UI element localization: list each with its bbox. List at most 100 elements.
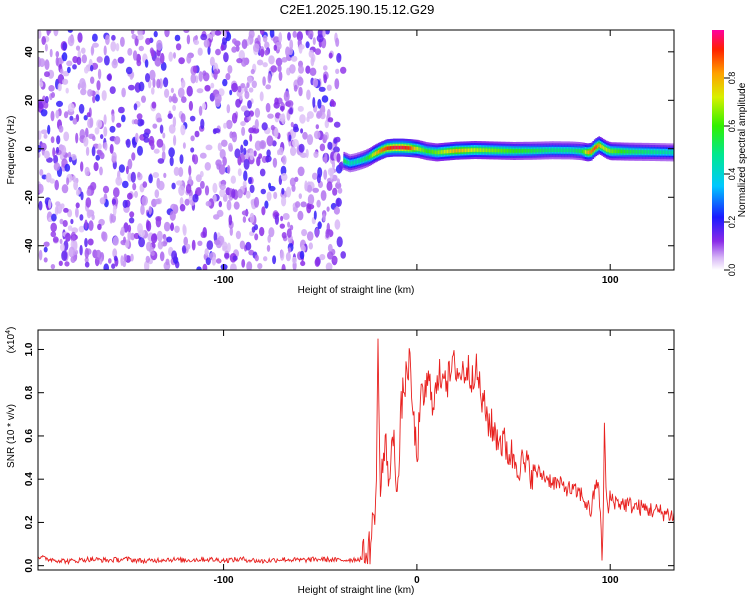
noise-speckle xyxy=(229,89,233,96)
noise-speckle xyxy=(186,54,192,64)
noise-speckle xyxy=(226,119,233,130)
noise-speckle xyxy=(163,221,171,232)
noise-speckle xyxy=(245,241,252,251)
ridge-cell xyxy=(374,151,377,156)
noise-speckle xyxy=(125,165,129,175)
noise-speckle xyxy=(61,184,69,194)
noise-speckle xyxy=(104,55,110,66)
noise-speckle xyxy=(319,254,326,261)
noise-speckle xyxy=(316,199,321,208)
noise-speckle xyxy=(242,180,247,189)
ridge-cell xyxy=(367,155,370,160)
noise-speckle xyxy=(46,30,52,34)
noise-speckle xyxy=(231,82,239,93)
noise-speckle xyxy=(289,64,296,74)
ridge-cell xyxy=(541,148,544,153)
ridge-cell xyxy=(496,148,499,153)
noise-speckle xyxy=(179,154,184,165)
noise-speckle xyxy=(68,246,75,258)
noise-speckle xyxy=(84,261,90,268)
noise-speckle xyxy=(121,114,126,123)
noise-speckle xyxy=(137,30,144,36)
ridge-cell xyxy=(557,148,560,153)
noise-speckle xyxy=(62,220,68,227)
ridge-cell xyxy=(493,148,496,153)
ridge-cell xyxy=(391,146,394,150)
noise-speckle xyxy=(91,214,95,221)
noise-speckle xyxy=(116,122,122,128)
noise-speckle xyxy=(103,45,107,56)
noise-speckle xyxy=(127,158,133,170)
noise-speckle xyxy=(205,33,213,41)
ridge-cell xyxy=(494,148,497,153)
spectrogram-heatmap xyxy=(38,30,674,270)
noise-speckle xyxy=(84,247,90,259)
noise-speckle xyxy=(213,68,218,80)
noise-speckle xyxy=(202,263,208,270)
noise-speckle xyxy=(142,181,148,188)
noise-speckle xyxy=(127,84,135,91)
noise-speckle xyxy=(66,177,70,186)
noise-speckle xyxy=(43,133,48,139)
ridge-cell xyxy=(619,149,622,154)
ridge-cell xyxy=(533,148,536,153)
noise-speckle xyxy=(249,133,253,142)
noise-speckle xyxy=(49,178,55,184)
ridge-cell xyxy=(392,145,395,150)
ridge-cell xyxy=(475,148,478,152)
noise-speckle xyxy=(259,91,264,102)
ridge-cell xyxy=(490,148,493,153)
noise-speckle xyxy=(145,37,151,45)
noise-speckle xyxy=(265,102,271,113)
noise-speckle xyxy=(316,173,321,184)
noise-speckle xyxy=(85,197,92,208)
spectrogram-ylabel: Frequency (Hz) xyxy=(6,116,17,185)
noise-speckle xyxy=(140,204,145,215)
ridge-cell xyxy=(556,148,559,153)
noise-speckle xyxy=(57,83,62,92)
noise-speckle xyxy=(322,30,326,38)
noise-speckle xyxy=(251,80,257,89)
noise-speckle xyxy=(190,73,197,84)
noise-speckle xyxy=(218,200,222,208)
noise-speckle xyxy=(84,237,88,248)
ridge-cell xyxy=(598,143,601,148)
noise-speckle xyxy=(266,135,274,147)
ridge-cell xyxy=(572,148,575,153)
ridge-cell xyxy=(479,148,482,152)
noise-speckle xyxy=(223,122,227,129)
ridge-cell xyxy=(433,150,436,154)
noise-speckle xyxy=(215,48,221,56)
noise-speckle xyxy=(185,243,191,250)
noise-speckle xyxy=(196,88,204,94)
noise-speckle xyxy=(133,103,138,111)
noise-speckle xyxy=(260,188,266,195)
noise-speckle xyxy=(333,121,341,128)
ridge-cell xyxy=(394,145,397,150)
ridge-cell xyxy=(565,148,568,153)
noise-speckle xyxy=(115,43,120,52)
noise-speckle xyxy=(86,112,91,118)
noise-speckle xyxy=(148,205,152,215)
noise-speckle xyxy=(56,100,63,107)
noise-speckle xyxy=(239,240,246,250)
noise-speckle xyxy=(163,172,167,178)
noise-speckle xyxy=(38,183,44,194)
noise-speckle xyxy=(108,258,112,264)
ridge-cell xyxy=(424,148,427,153)
noise-speckle xyxy=(90,76,95,84)
ridge-cell xyxy=(439,150,442,154)
noise-speckle xyxy=(222,241,228,251)
noise-speckle xyxy=(164,88,170,99)
ridge-cell xyxy=(547,148,550,153)
noise-speckle xyxy=(160,61,167,71)
noise-speckle xyxy=(99,166,103,176)
noise-speckle xyxy=(272,255,277,265)
ridge-cell xyxy=(382,148,385,152)
noise-speckle xyxy=(97,143,102,151)
noise-speckle xyxy=(317,221,322,230)
noise-speckle xyxy=(211,30,216,37)
noise-speckle xyxy=(192,65,198,73)
noise-speckle xyxy=(316,110,323,118)
noise-speckle xyxy=(249,149,254,161)
